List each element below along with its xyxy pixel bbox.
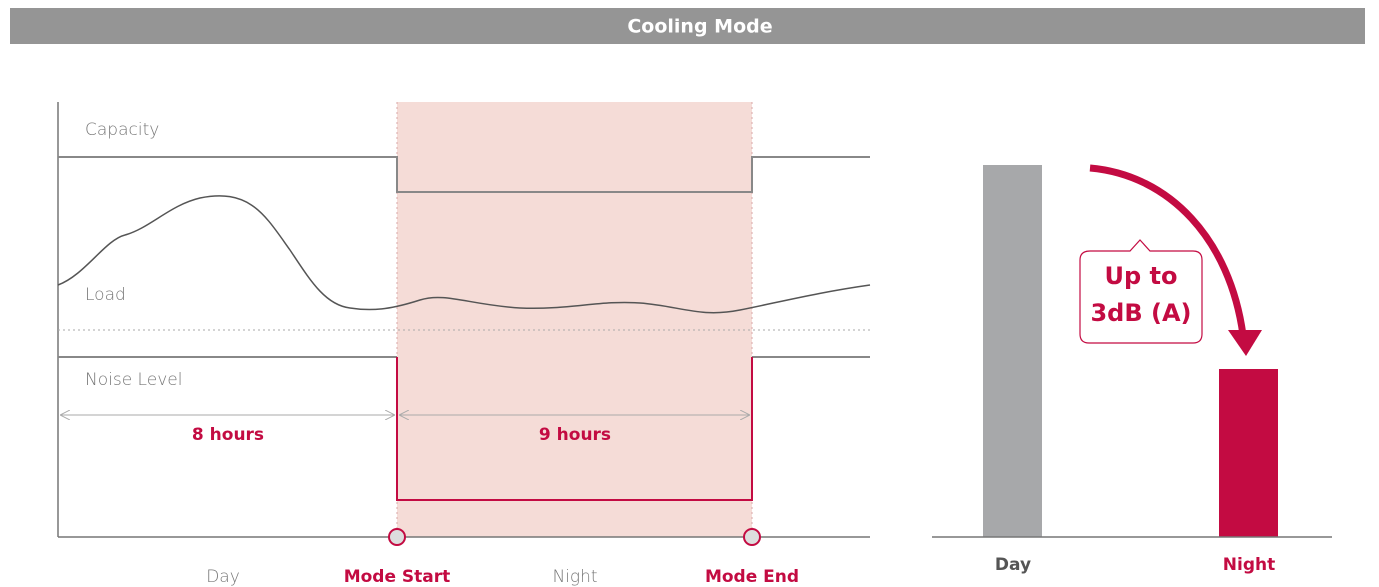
curve-label: Noise Level <box>85 370 182 390</box>
callout-text: Up to <box>1105 262 1178 290</box>
mode-marker <box>388 528 406 546</box>
night-zone <box>397 102 752 537</box>
noise-line-night <box>396 357 753 501</box>
load-curve <box>57 195 871 314</box>
header-bar <box>10 8 1365 44</box>
drop-arrow <box>1089 164 1247 336</box>
callout-text: 3dB (A) <box>1090 299 1191 327</box>
axis-label: Mode Start <box>344 567 451 587</box>
header-title: Cooling Mode <box>627 16 772 38</box>
night-bar <box>1219 369 1278 537</box>
day-bar <box>983 165 1042 537</box>
capacity-line <box>58 156 870 193</box>
curve-label: Load <box>85 285 126 305</box>
axis-label: Day <box>206 567 240 587</box>
bar-label: Night <box>1223 555 1275 575</box>
mode-marker <box>743 528 761 546</box>
bar-label: Day <box>995 555 1031 575</box>
callout-box <box>1079 239 1203 344</box>
duration-label: 8 hours <box>192 425 264 445</box>
duration-label: 9 hours <box>539 425 611 445</box>
curve-label: Capacity <box>85 120 159 140</box>
arrow-head <box>1228 330 1262 356</box>
axis-label: Night <box>552 567 597 587</box>
axis-label: Mode End <box>705 567 799 587</box>
